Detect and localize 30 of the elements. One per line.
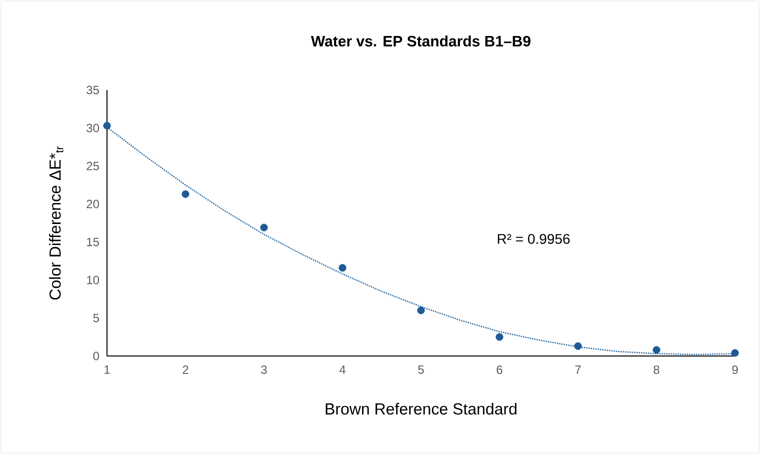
y-tick-label: 35 xyxy=(86,86,99,94)
point xyxy=(652,346,660,354)
x-tick-label: 1 xyxy=(104,366,110,374)
x-tick-label: 2 xyxy=(182,366,188,374)
point xyxy=(417,306,425,314)
x-tick-label: 3 xyxy=(261,366,267,374)
x-tick-label: 7 xyxy=(575,366,581,374)
y-axis-title: Color Difference ΔE*$_{tr}$ xyxy=(49,146,64,300)
point xyxy=(182,190,190,198)
y-tick-label: 20 xyxy=(86,200,100,208)
x-axis-title: Brown Reference Standard xyxy=(326,402,516,415)
y-tick-label: 5 xyxy=(93,314,99,322)
point xyxy=(338,264,346,272)
x-tick-label: 4 xyxy=(339,366,346,374)
x-tick-label: 9 xyxy=(732,366,738,374)
point xyxy=(731,349,739,357)
point xyxy=(260,224,268,232)
annotation: R² = 0.9956 xyxy=(498,234,570,244)
y-tick-label: 25 xyxy=(86,162,99,170)
chart-title: Water vs. EP Standards B1–B9 xyxy=(310,35,530,46)
y-tick-label: 10 xyxy=(87,276,100,284)
point xyxy=(103,122,111,130)
point xyxy=(496,333,504,341)
y-tick-label: 30 xyxy=(86,124,100,132)
x-tick-label: 5 xyxy=(418,366,424,374)
y-tick-label: 15 xyxy=(87,238,99,246)
x-tick-label: 8 xyxy=(654,366,660,374)
x-tick-label: 6 xyxy=(496,366,502,374)
y-tick-label: 0 xyxy=(93,352,100,360)
point xyxy=(574,342,582,350)
